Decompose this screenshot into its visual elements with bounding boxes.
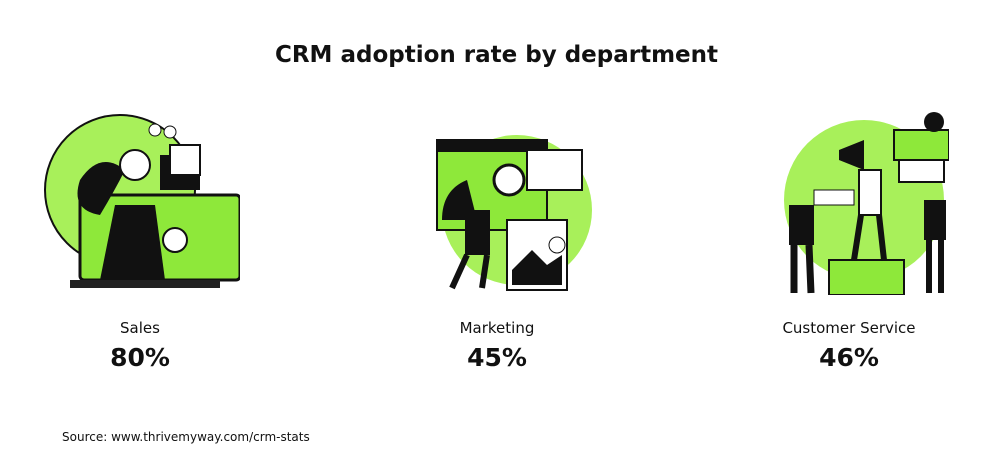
customer-service-illustration <box>784 112 949 295</box>
adoption-rate: 80% <box>110 343 170 372</box>
source-note: Source: www.thrivemyway.com/crm-stats <box>62 430 310 444</box>
department-card: Customer Service 46% <box>719 110 979 372</box>
department-label: Customer Service <box>782 319 916 337</box>
adoption-rate: 46% <box>819 343 879 372</box>
marketing-illustration <box>436 135 592 291</box>
adoption-rate: 45% <box>467 343 527 372</box>
sales-illustration <box>44 114 240 288</box>
department-label: Marketing <box>459 319 535 337</box>
department-card: Marketing 45% <box>367 110 627 372</box>
title: CRM adoption rate by department <box>274 42 719 68</box>
department-card: Sales 80% <box>10 110 270 372</box>
department-label: Sales <box>120 319 160 337</box>
